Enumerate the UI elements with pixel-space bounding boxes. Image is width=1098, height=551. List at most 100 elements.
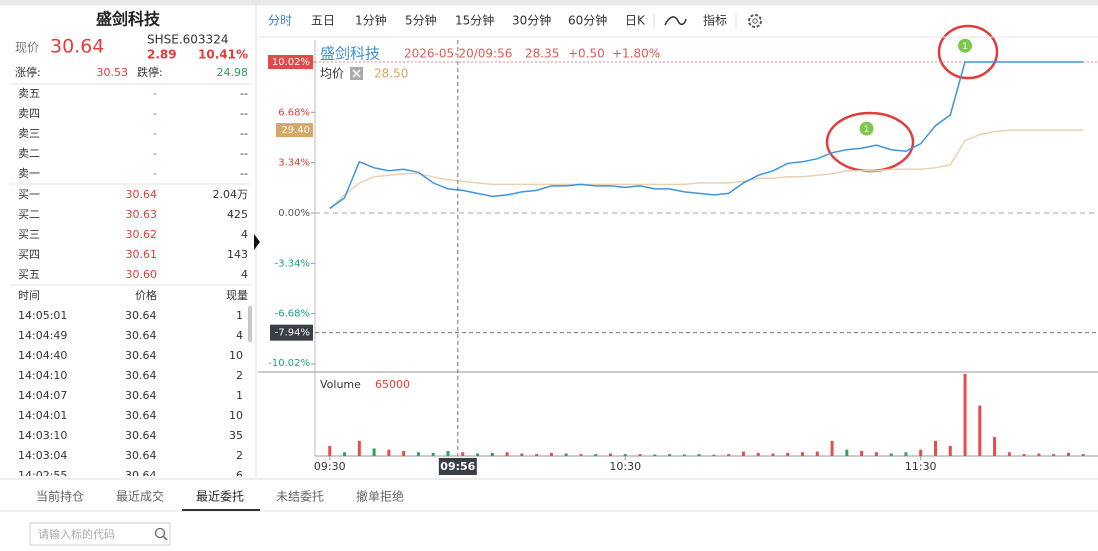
bottom-tab[interactable]: 未结委托 (276, 490, 324, 504)
avg-price: 28.50 (374, 67, 408, 81)
price: 30.64 (50, 36, 104, 58)
y-tick-label: -6.68% (275, 309, 310, 320)
book-price: 30.63 (126, 208, 158, 221)
y-tick-label: 0.00% (278, 208, 310, 219)
volume-bar (697, 454, 701, 456)
volume-bar (343, 452, 347, 456)
trades-header: 时间 (18, 289, 40, 302)
settings-icon[interactable] (748, 14, 762, 28)
volume-bar (786, 452, 790, 456)
trade-price: 30.64 (125, 329, 157, 342)
trade-volume: 1 (236, 309, 243, 322)
volume-bar (653, 454, 657, 456)
book-level: 买一 (18, 188, 40, 201)
volume-bar (801, 452, 805, 456)
trade-volume: 6 (236, 469, 243, 482)
period-tab[interactable]: 60分钟 (568, 13, 607, 28)
book-price: 30.64 (126, 188, 158, 201)
book-level: 买二 (18, 208, 40, 221)
trade-volume: 10 (229, 349, 243, 362)
volume-bar (712, 454, 716, 456)
price-label: 现价 (15, 41, 39, 55)
volume-bar (727, 454, 731, 456)
trade-price: 30.64 (125, 389, 157, 402)
volume-bar (505, 452, 509, 456)
book-level: 卖五 (18, 87, 40, 100)
scrollbar[interactable] (248, 306, 252, 342)
bottom-tab[interactable]: 最近成交 (116, 489, 164, 504)
period-tab[interactable]: 5分钟 (405, 13, 437, 28)
stock-name: 盛剑科技 (96, 10, 161, 29)
trade-marker[interactable] (958, 38, 973, 53)
period-tab[interactable]: 分时 (268, 14, 292, 28)
period-tab[interactable]: 五日 (311, 14, 335, 28)
trade-price: 30.64 (125, 369, 157, 382)
volume-bar (638, 454, 642, 456)
book-volume: -- (240, 147, 248, 160)
volume-bar (579, 454, 583, 456)
period-tab[interactable]: 15分钟 (455, 13, 494, 28)
book-price: 30.60 (126, 268, 158, 281)
trade-volume: 2 (236, 449, 243, 462)
search-input[interactable] (29, 522, 171, 546)
bottom-tab[interactable]: 最近委托 (196, 490, 244, 504)
price-line (329, 61, 1084, 210)
volume-bar (476, 453, 480, 456)
volume-bar (1081, 454, 1085, 456)
trade-volume: 35 (229, 429, 243, 442)
crosshair-x-box (438, 458, 477, 475)
bottom-tab[interactable]: 撤单拒绝 (356, 489, 404, 504)
collapse-handle[interactable] (254, 234, 260, 250)
limit-label-box (268, 55, 313, 69)
bottom-tab[interactable]: 当前持仓 (36, 489, 84, 504)
trade-marker[interactable] (859, 121, 874, 136)
volume-bar (963, 374, 967, 456)
top-strip (0, 0, 1098, 5)
book-volume: 4 (241, 228, 248, 241)
book-volume: 4 (241, 268, 248, 281)
change: 2.89 (147, 48, 177, 62)
book-volume: -- (240, 167, 248, 180)
trade-volume: 4 (236, 329, 243, 342)
x-tick-label: 10:30 (609, 460, 641, 473)
quote-info: +0.50 (568, 47, 605, 61)
highlight-circle (825, 111, 915, 173)
trade-time: 14:04:07 (18, 389, 67, 402)
volume-bar (756, 452, 760, 456)
volume-title: Volume (320, 378, 361, 391)
limit-up: 30.53 (97, 66, 129, 79)
volume-bar (608, 453, 612, 456)
search-icon (154, 527, 166, 539)
quote-info: 2026-05-20/09:56 (404, 47, 512, 61)
book-price: 30.61 (126, 248, 158, 261)
volume-bar (815, 451, 819, 456)
volume-bar (933, 440, 937, 456)
period-tab[interactable]: 30分钟 (512, 13, 551, 28)
search-placeholder: 请输入标的代码 (38, 527, 115, 541)
volume-bar (741, 451, 745, 456)
book-level: 买五 (18, 268, 40, 281)
trade-time: 14:04:49 (18, 329, 67, 342)
volume-bar (1022, 454, 1026, 456)
book-level: 买三 (18, 228, 40, 241)
volume-bar (328, 445, 332, 456)
draw-tool-icon[interactable] (664, 16, 687, 26)
trade-price: 30.64 (125, 469, 157, 482)
y-tick-label: -10.02% (268, 358, 310, 369)
period-tab[interactable]: 1分钟 (355, 13, 387, 28)
indicator-tab[interactable]: 指标 (703, 13, 727, 28)
limit-down-label: 跌停: (137, 65, 163, 79)
crosshair-y-box (270, 324, 313, 341)
volume-bar (461, 452, 465, 456)
volume-bar (830, 440, 834, 456)
volume-bar (549, 452, 553, 456)
volume-bar (431, 452, 435, 456)
volume-bar (402, 450, 406, 456)
book-volume: 2.04万 (213, 188, 249, 201)
y-tick-label: 6.68% (278, 107, 310, 118)
period-tab[interactable]: 日K (625, 14, 646, 28)
book-price: - (153, 107, 157, 120)
volume-bar (889, 453, 893, 456)
